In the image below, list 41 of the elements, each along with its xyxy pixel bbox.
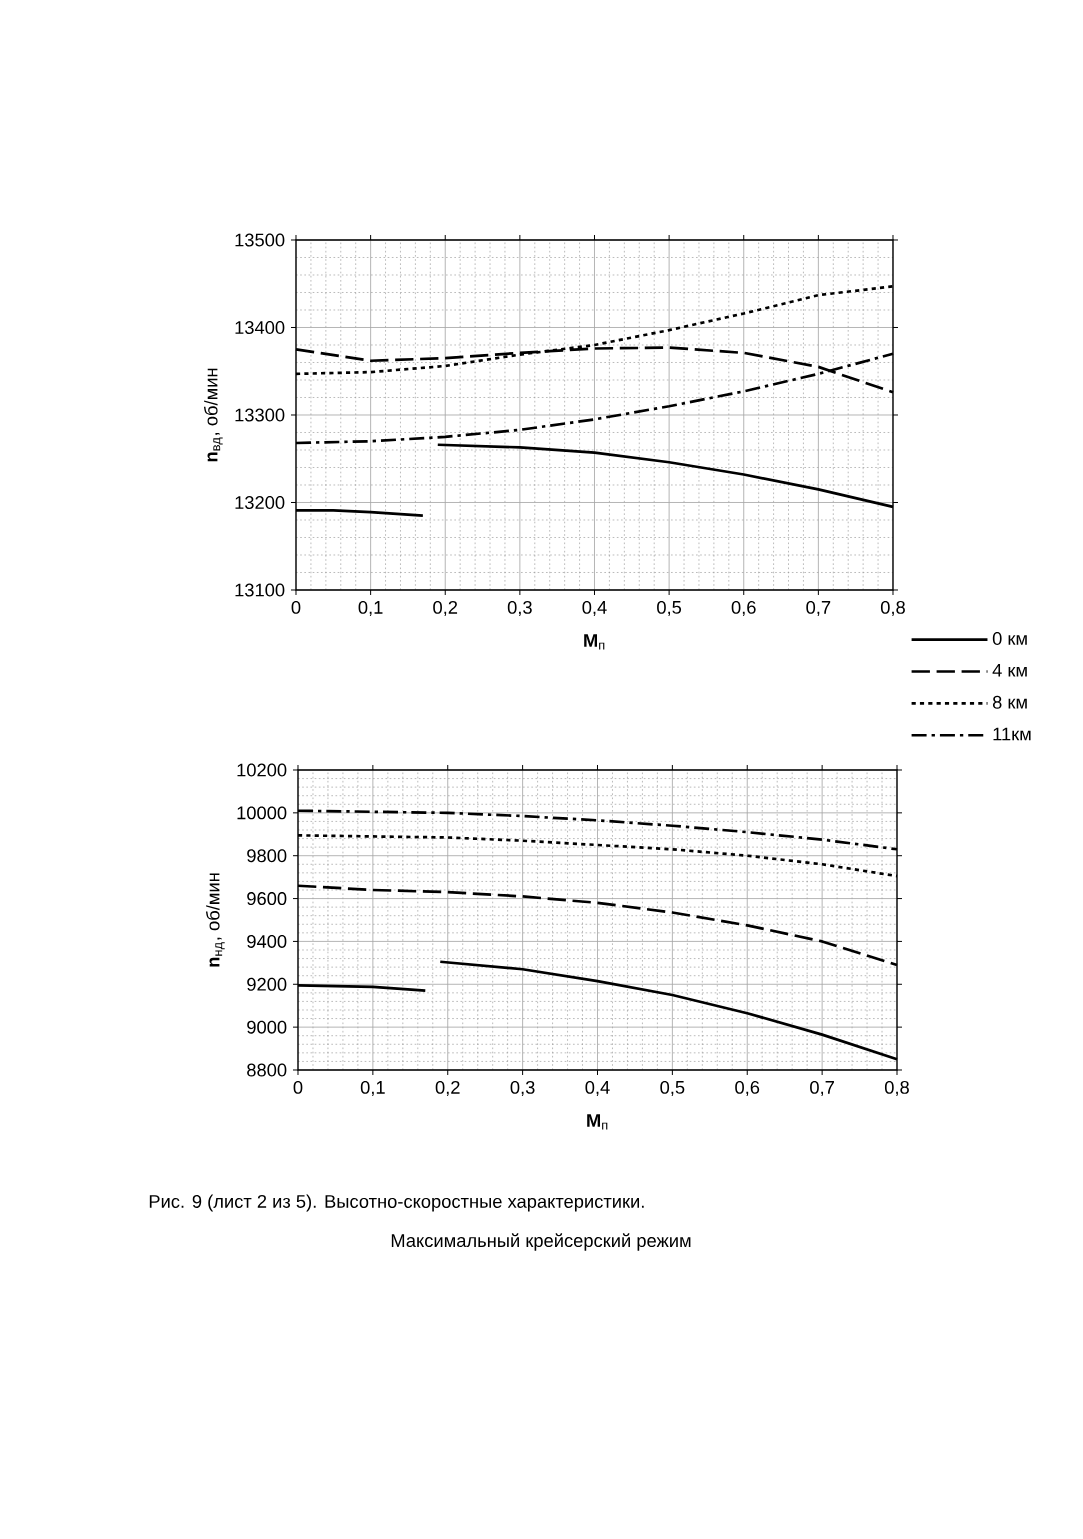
x-tick-label: 0,4 — [582, 600, 607, 617]
x-tick-label: 0,7 — [806, 600, 831, 617]
y-axis-title: n$_{нд}$, об/мин — [205, 873, 225, 967]
x-tick-label: 0,5 — [657, 600, 682, 617]
legend-label: 4 км — [992, 663, 1027, 677]
y-tick-label: 9200 — [247, 977, 287, 991]
legend-label: 0 км — [992, 632, 1027, 645]
x-axis-title: M$_{п}$ — [584, 634, 605, 650]
y-tick-label: 9000 — [247, 1020, 287, 1034]
x-tick-label: 0,2 — [435, 1080, 460, 1097]
x-axis-title: M$_{п}$ — [587, 1114, 608, 1130]
x-tick-label: 0,3 — [507, 600, 532, 617]
x-tick-label: 0,3 — [510, 1080, 535, 1097]
x-tick-label: 0,5 — [660, 1080, 685, 1097]
y-tick-label: 13200 — [235, 496, 285, 509]
x-tick-label: 0,6 — [731, 600, 756, 617]
y-tick-label: 13400 — [235, 321, 285, 334]
y-tick-label: 10200 — [237, 763, 287, 777]
y-axis-title: n$_{вд}$, об/мин — [203, 368, 223, 462]
x-tick-label: 0 — [291, 600, 301, 614]
y-tick-label: 9600 — [247, 892, 287, 906]
y-tick-label: 13500 — [235, 233, 285, 247]
x-tick-label: 0,6 — [735, 1080, 760, 1097]
y-tick-label: 13300 — [235, 408, 285, 422]
x-tick-label: 0,7 — [810, 1080, 834, 1097]
x-tick-label: 0,2 — [433, 600, 458, 617]
legend-label: 11км — [993, 727, 1031, 741]
x-tick-label: 0,1 — [360, 1080, 385, 1097]
text: Максимальный крейсерский режим — [391, 1233, 691, 1251]
legend-label: 8 км — [992, 695, 1027, 709]
x-tick-label: 0,1 — [358, 600, 383, 617]
y-tick-label: 9400 — [247, 934, 287, 948]
x-tick-label: 0,8 — [880, 600, 905, 617]
y-tick-label: 9800 — [247, 849, 287, 863]
x-tick-label: 0 — [293, 1080, 303, 1094]
x-tick-label: 0,4 — [585, 1080, 610, 1097]
text: Рис. 9 (лист 2 из 5). Высотно-скоростные характеристики. — [149, 1194, 644, 1212]
x-tick-label: 0,8 — [884, 1080, 909, 1097]
y-tick-label: 10000 — [237, 806, 287, 820]
y-tick-label: 13100 — [235, 583, 285, 597]
y-tick-label: 8800 — [247, 1063, 287, 1077]
